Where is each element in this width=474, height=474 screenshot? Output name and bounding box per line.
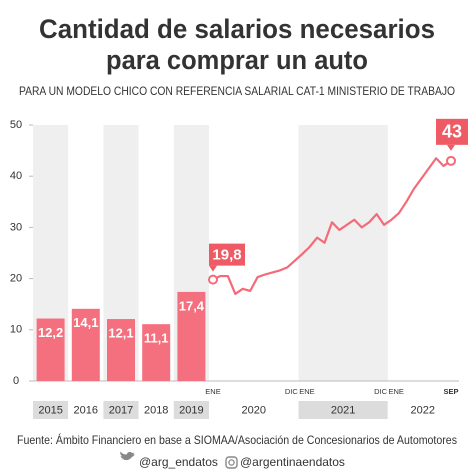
annotation-pointer xyxy=(209,265,217,272)
year-band xyxy=(33,401,69,419)
month-label: ENE xyxy=(389,387,404,396)
annotation-label: 43 xyxy=(442,122,462,142)
annotation-label: 19,8 xyxy=(212,247,241,264)
bar-value-label: 11,1 xyxy=(144,331,169,346)
y-tick-label: 20 xyxy=(10,273,22,285)
bar xyxy=(71,308,100,381)
year-band xyxy=(103,401,139,419)
y-tick-label: 40 xyxy=(10,170,22,182)
plot-area: 2015 2016 2017 2018 2019 2020 2021 2022 0 10 20 30 4… xyxy=(10,118,468,419)
year-label: 2016 xyxy=(74,404,98,416)
year-label: 2022 xyxy=(411,404,435,416)
month-label: DIC xyxy=(285,387,299,396)
instagram-icon xyxy=(228,459,235,466)
chart-title-line: para comprar un auto xyxy=(106,45,368,75)
year-band xyxy=(387,401,458,419)
y-tick-label: 30 xyxy=(10,221,22,233)
instagram-handle: @argentinaendatos xyxy=(240,455,345,469)
bar-value-label: 12,1 xyxy=(108,325,133,340)
annotation-box xyxy=(436,118,468,145)
bar xyxy=(36,318,65,381)
instagram-icon xyxy=(225,456,238,469)
year-stripe xyxy=(298,125,388,381)
year-label: 2019 xyxy=(179,404,203,416)
month-label: DIC xyxy=(374,387,388,396)
month-label: ENE xyxy=(205,387,220,396)
year-label: 2018 xyxy=(144,404,168,416)
year-band xyxy=(173,401,209,419)
bar-value-label: 12,2 xyxy=(38,325,63,340)
year-label: 2020 xyxy=(242,404,266,416)
line-series xyxy=(212,157,452,296)
bar xyxy=(142,324,171,381)
bar-value-label: 17,4 xyxy=(179,298,205,313)
source-note: Fuente: Ámbito Financiero en base a SIOM… xyxy=(17,432,457,447)
annotation-box xyxy=(209,243,245,266)
month-label: ENE xyxy=(299,387,314,396)
year-label: 2017 xyxy=(109,404,133,416)
year-band xyxy=(138,401,174,419)
line-marker xyxy=(446,155,456,166)
twitter-icon xyxy=(120,451,135,461)
twitter-handle: @arg_endatos xyxy=(139,455,218,469)
month-label: SEP xyxy=(443,387,458,396)
annotation-pointer xyxy=(447,144,455,151)
year-label: 2015 xyxy=(38,404,62,416)
year-band xyxy=(68,401,104,419)
year-label: 2021 xyxy=(331,404,355,416)
chart-title-line: Cantidad de salarios necesarios xyxy=(39,14,435,44)
y-tick-label: 10 xyxy=(10,324,22,336)
line-marker xyxy=(208,274,218,285)
year-band xyxy=(209,401,299,419)
bar xyxy=(107,319,135,381)
year-band xyxy=(298,401,388,419)
bar-value-label: 14,1 xyxy=(73,315,98,330)
chart-subtitle: PARA UN MODELO CHICO CON REFERENCIA SALA… xyxy=(19,84,455,98)
y-tick-label: 50 xyxy=(10,119,22,131)
y-tick-label: 0 xyxy=(13,375,19,387)
bar xyxy=(177,291,206,381)
